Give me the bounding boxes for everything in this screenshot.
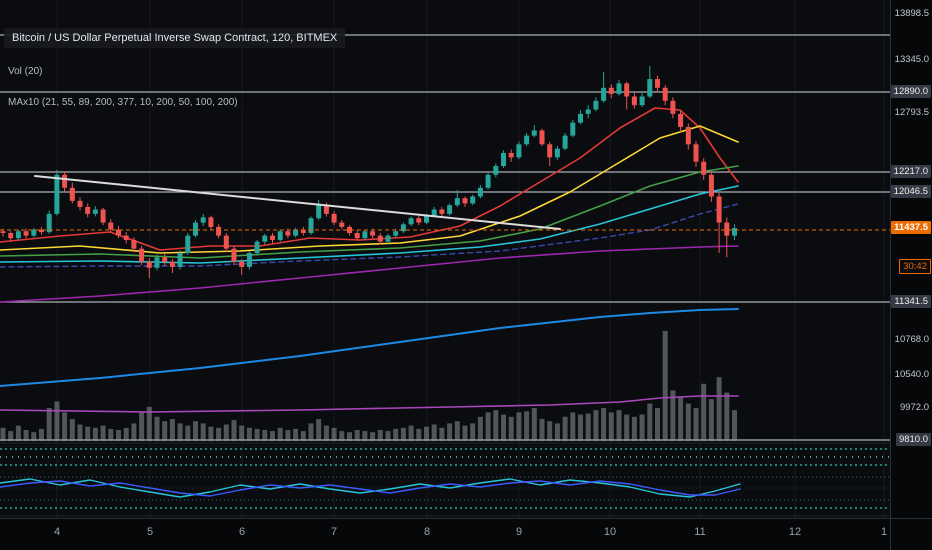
price-axis-label: 11341.5 bbox=[891, 295, 931, 308]
price-axis-label: 12793.5 bbox=[894, 107, 929, 118]
price-axis-label: 12890.0 bbox=[890, 85, 931, 98]
time-axis-label: 11 bbox=[694, 526, 706, 538]
time-axis-label: 8 bbox=[423, 526, 431, 538]
time-axis-label: 5 bbox=[146, 526, 154, 538]
chart-canvas[interactable] bbox=[0, 0, 890, 518]
axis-corner bbox=[890, 518, 932, 550]
time-axis-label: 12 bbox=[788, 526, 802, 538]
time-axis-label: 7 bbox=[330, 526, 338, 538]
bar-countdown-label: 30:42 bbox=[899, 259, 931, 274]
current-price-label: 11437.5 bbox=[891, 221, 931, 234]
symbol-title[interactable]: Bitcoin / US Dollar Perpetual Inverse Sw… bbox=[4, 28, 346, 48]
price-axis-label: 10540.0 bbox=[894, 369, 929, 380]
price-axis-label: 10768.0 bbox=[894, 334, 929, 345]
time-axis[interactable]: 4 5 6 7 8 9 10 11 12 1 bbox=[0, 518, 890, 550]
price-axis-label: 9972.0 bbox=[899, 402, 929, 413]
time-axis-label: 10 bbox=[603, 526, 617, 538]
time-axis-label: 1 bbox=[880, 526, 888, 538]
time-axis-label: 4 bbox=[53, 526, 61, 538]
price-axis-label: 13898.5 bbox=[894, 8, 929, 19]
ma-indicator-legend[interactable]: MAx10 (21, 55, 89, 200, 377, 10, 200, 50… bbox=[4, 95, 242, 110]
volume-indicator-legend[interactable]: Vol (20) bbox=[4, 64, 47, 79]
time-axis-label: 6 bbox=[238, 526, 246, 538]
price-axis-label: 13345.0 bbox=[894, 54, 929, 65]
price-axis-label: 12046.5 bbox=[890, 185, 931, 198]
time-axis-label: 9 bbox=[515, 526, 523, 538]
price-axis-label: 9810.0 bbox=[895, 433, 931, 446]
chart-area[interactable]: Bitcoin / US Dollar Perpetual Inverse Sw… bbox=[0, 0, 890, 518]
price-axis-label: 12217.0 bbox=[890, 165, 931, 178]
price-axis[interactable]: 13898.5 13345.0 12890.0 12793.5 12217.0 12046… bbox=[890, 0, 932, 518]
chart-legend: Bitcoin / US Dollar Perpetual Inverse Sw… bbox=[4, 28, 346, 110]
